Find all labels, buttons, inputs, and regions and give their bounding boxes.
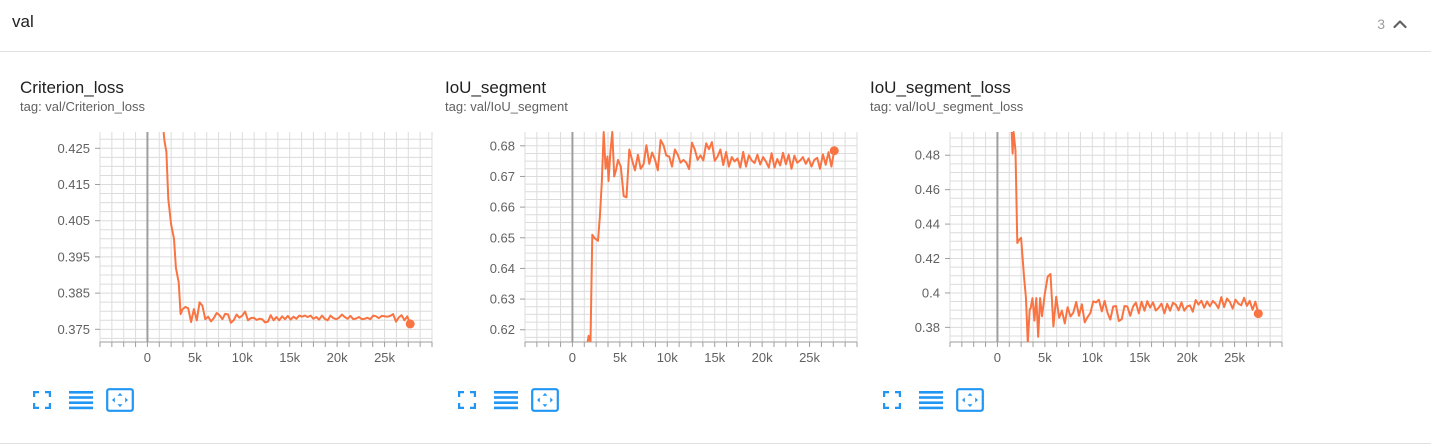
x-tick-label: 0: [994, 350, 1001, 365]
x-tick-label: 20k: [752, 350, 773, 365]
x-tick-label: 0: [569, 350, 576, 365]
fit-domain-button[interactable]: [531, 386, 559, 414]
y-tick-label: 0.63: [490, 292, 515, 307]
section-title: val: [12, 12, 34, 31]
y-tick-label: 0.38: [915, 320, 940, 335]
chart-toolbar: [453, 386, 570, 414]
x-tick-label: 15k: [1129, 350, 1150, 365]
y-tick-label: 0.375: [57, 322, 90, 337]
chart-tag: tag: val/IoU_segment_loss: [870, 99, 1024, 114]
y-tick-label: 0.67: [490, 169, 515, 184]
x-tick-label: 10k: [657, 350, 678, 365]
x-tick-label: 15k: [279, 350, 300, 365]
fit-domain-icon: [531, 388, 559, 412]
toggle-log-scale-icon: [494, 391, 518, 410]
fit-domain-button[interactable]: [956, 386, 984, 414]
y-tick-label: 0.395: [57, 249, 90, 264]
section-chart-count: 3: [1377, 16, 1385, 32]
fullscreen-button[interactable]: [878, 386, 906, 414]
chart-card-criterion-loss: Criterion_loss tag: val/Criterion_loss 0…: [20, 62, 440, 422]
chart-toolbar: [878, 386, 995, 414]
fullscreen-icon: [33, 391, 51, 409]
y-tick-label: 0.4: [922, 285, 940, 300]
y-tick-label: 0.415: [57, 177, 90, 192]
chart-title: IoU_segment: [445, 78, 547, 97]
x-tick-label: 25k: [374, 350, 395, 365]
chart-tag: tag: val/IoU_segment: [445, 99, 568, 114]
x-tick-label: 15k: [704, 350, 725, 365]
series-line: [586, 131, 836, 342]
fullscreen-button[interactable]: [453, 386, 481, 414]
y-tick-label: 0.48: [915, 148, 940, 163]
y-tick-label: 0.405: [57, 213, 90, 228]
fullscreen-icon: [458, 391, 476, 409]
toggle-log-scale-button[interactable]: [67, 386, 95, 414]
y-tick-label: 0.44: [915, 217, 940, 232]
fit-domain-icon: [956, 388, 984, 412]
toggle-log-scale-icon: [69, 391, 93, 410]
chart-title: Criterion_loss: [20, 78, 124, 97]
toggle-log-scale-button[interactable]: [492, 386, 520, 414]
series-line: [162, 131, 412, 325]
series-line: [1010, 131, 1260, 342]
x-tick-label: 25k: [799, 350, 820, 365]
x-tick-label: 20k: [1177, 350, 1198, 365]
chart-title: IoU_segment_loss: [870, 78, 1011, 97]
chevron-up-icon[interactable]: [1391, 15, 1409, 33]
x-tick-label: 20k: [327, 350, 348, 365]
toggle-log-scale-button[interactable]: [917, 386, 945, 414]
chart-tag: tag: val/Criterion_loss: [20, 99, 145, 114]
y-tick-label: 0.68: [490, 138, 515, 153]
fit-domain-icon: [106, 388, 134, 412]
toggle-log-scale-icon: [919, 391, 943, 410]
section-controls[interactable]: 3: [1377, 15, 1409, 33]
chart-plot[interactable]: 0.38 0.4 0.42 0.44 0.46 0.48 0 5k 10k 15k 20k 25k: [870, 124, 1290, 384]
y-tick-label: 0.65: [490, 230, 515, 245]
chart-toolbar: [28, 386, 145, 414]
fit-domain-button[interactable]: [106, 386, 134, 414]
chart-plot[interactable]: 0.62 0.63 0.64 0.65 0.66 0.67 0.68 0 5k 10k 15k 20k…: [445, 124, 865, 384]
series-last-point: [405, 319, 415, 329]
x-tick-label: 10k: [232, 350, 253, 365]
x-tick-label: 5k: [1038, 350, 1052, 365]
y-tick-label: 0.64: [490, 261, 515, 276]
x-tick-label: 10k: [1082, 350, 1103, 365]
series-last-point: [1253, 309, 1263, 319]
y-tick-label: 0.46: [915, 182, 940, 197]
y-tick-label: 0.385: [57, 286, 90, 301]
chart-plot[interactable]: 0.375 0.385 0.395 0.405 0.415 0.425 0 5k 10k 15k 2…: [20, 124, 440, 384]
section-bottom-divider: [0, 443, 1431, 444]
chart-card-iou-segment: IoU_segment tag: val/IoU_segment 0.62 0.6…: [445, 62, 865, 422]
x-tick-label: 25k: [1224, 350, 1245, 365]
x-tick-label: 0: [144, 350, 151, 365]
fullscreen-button[interactable]: [28, 386, 56, 414]
y-tick-label: 0.42: [915, 251, 940, 266]
fullscreen-icon: [883, 391, 901, 409]
x-tick-label: 5k: [188, 350, 202, 365]
y-tick-label: 0.62: [490, 322, 515, 337]
series-last-point: [829, 146, 839, 156]
x-tick-label: 5k: [613, 350, 627, 365]
section-header[interactable]: val 3: [0, 0, 1431, 52]
chart-card-iou-segment-loss: IoU_segment_loss tag: val/IoU_segment_lo…: [870, 62, 1290, 422]
y-tick-label: 0.66: [490, 200, 515, 215]
y-tick-label: 0.425: [57, 141, 90, 156]
